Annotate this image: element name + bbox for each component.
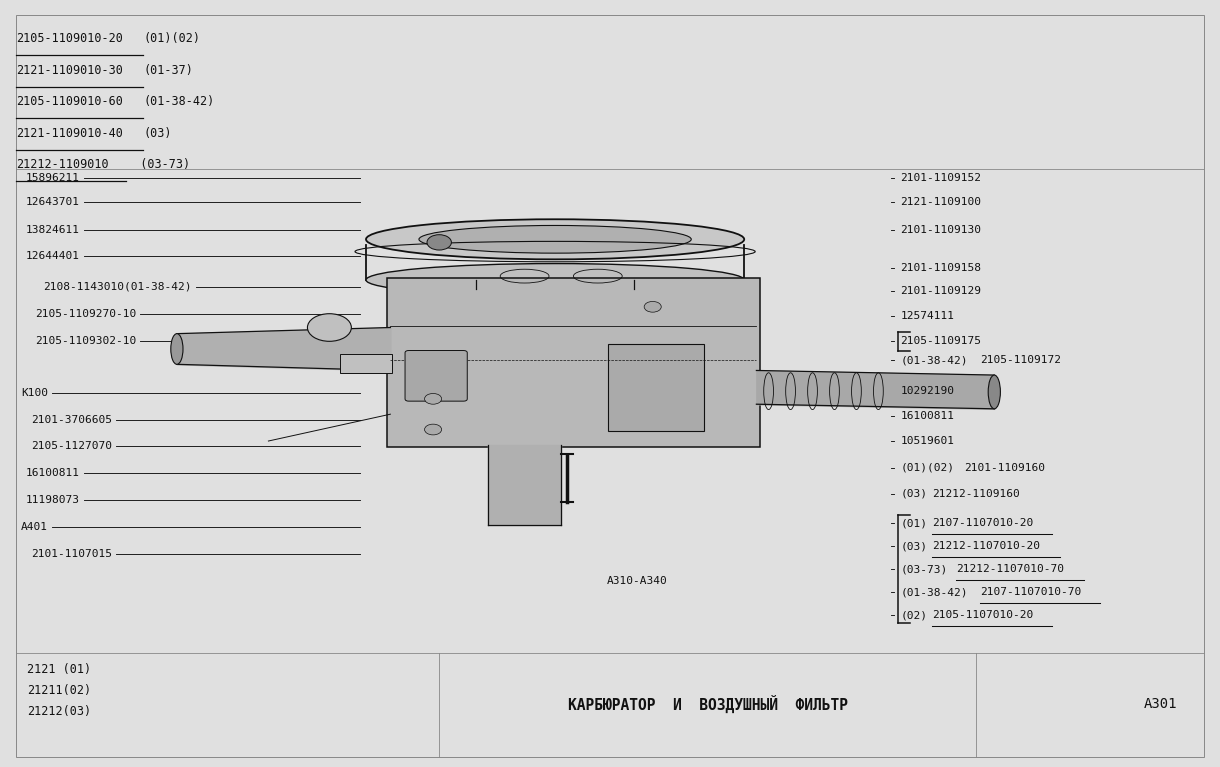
Text: 15896211: 15896211 [26, 173, 79, 183]
Text: (01-37): (01-37) [144, 64, 193, 77]
Text: 2101-1109129: 2101-1109129 [900, 285, 981, 296]
Text: (02): (02) [900, 610, 927, 621]
Text: (03-73): (03-73) [900, 564, 948, 574]
Text: (03): (03) [900, 541, 927, 551]
Text: 2105-1109172: 2105-1109172 [981, 355, 1061, 366]
Text: 10519601: 10519601 [900, 436, 954, 446]
Text: 16100811: 16100811 [900, 410, 954, 421]
Text: 2107-1107010-20: 2107-1107010-20 [932, 518, 1033, 528]
Text: 2105-1107010-20: 2105-1107010-20 [932, 610, 1033, 621]
FancyBboxPatch shape [387, 278, 760, 447]
Text: 2105-1127070: 2105-1127070 [30, 441, 112, 452]
Text: (03): (03) [144, 127, 172, 140]
FancyBboxPatch shape [340, 354, 392, 373]
Text: 2101-1107015: 2101-1107015 [30, 548, 112, 559]
Text: (01-38-42): (01-38-42) [900, 587, 967, 597]
Circle shape [427, 235, 451, 250]
Ellipse shape [366, 219, 744, 259]
Text: 2121 (01): 2121 (01) [27, 663, 92, 676]
Ellipse shape [366, 264, 744, 296]
Text: (01)(02): (01)(02) [900, 463, 954, 473]
Text: (01-38-42): (01-38-42) [144, 95, 215, 108]
FancyBboxPatch shape [608, 344, 704, 431]
Text: 21212(03): 21212(03) [27, 705, 92, 717]
Text: К100: К100 [21, 387, 48, 398]
Text: 2108-1143010(01-38-42): 2108-1143010(01-38-42) [44, 281, 192, 292]
Text: 2105-1109302-10: 2105-1109302-10 [34, 335, 135, 346]
Text: 2107-1107010-70: 2107-1107010-70 [981, 587, 1082, 597]
Text: (01)(02): (01)(02) [144, 32, 200, 45]
Text: А310-А340: А310-А340 [606, 575, 667, 586]
Text: 2105-1109010-20: 2105-1109010-20 [16, 32, 123, 45]
Circle shape [425, 393, 442, 404]
Circle shape [644, 301, 661, 312]
Text: 2121-1109100: 2121-1109100 [900, 197, 981, 208]
Text: 11198073: 11198073 [26, 495, 79, 505]
Text: 2121-1109010-30: 2121-1109010-30 [16, 64, 123, 77]
Text: 2101-1109158: 2101-1109158 [900, 262, 981, 273]
Text: 2105-1109175: 2105-1109175 [900, 335, 981, 346]
Text: 2121-1109010-40: 2121-1109010-40 [16, 127, 123, 140]
Ellipse shape [418, 225, 692, 253]
FancyBboxPatch shape [405, 351, 467, 401]
Text: 2101-1109160: 2101-1109160 [964, 463, 1046, 473]
Text: 12574111: 12574111 [900, 311, 954, 321]
Text: (01-38-42): (01-38-42) [900, 355, 967, 366]
Circle shape [307, 314, 351, 341]
Text: 21212-1107010-70: 21212-1107010-70 [956, 564, 1064, 574]
Text: КАРБЮРАТОР  И  ВОЗДУШНЫЙ  ФИЛЬТР: КАРБЮРАТОР И ВОЗДУШНЫЙ ФИЛЬТР [567, 695, 848, 713]
Text: 2101-1109152: 2101-1109152 [900, 173, 981, 183]
Text: А401: А401 [21, 522, 48, 532]
Text: 12644401: 12644401 [26, 251, 79, 262]
Ellipse shape [171, 334, 183, 364]
Text: (03): (03) [900, 489, 927, 499]
Ellipse shape [988, 375, 1000, 409]
Text: 10292190: 10292190 [900, 386, 954, 397]
Text: (01): (01) [900, 518, 927, 528]
Text: 12643701: 12643701 [26, 197, 79, 208]
Text: 16100811: 16100811 [26, 468, 79, 479]
Text: +: + [630, 421, 651, 446]
Text: 2105-1109010-60: 2105-1109010-60 [16, 95, 123, 108]
Text: 21212-1107010-20: 21212-1107010-20 [932, 541, 1041, 551]
Text: (03-73): (03-73) [127, 158, 190, 171]
Text: 21211(02): 21211(02) [27, 684, 92, 696]
Text: 21212-1109010: 21212-1109010 [16, 158, 109, 171]
Text: 2101-1109130: 2101-1109130 [900, 225, 981, 235]
Circle shape [425, 424, 442, 435]
Text: avtovaz: avtovaz [468, 326, 642, 387]
Text: 13824611: 13824611 [26, 225, 79, 235]
Text: А301: А301 [1144, 697, 1177, 711]
Text: 2105-1109270-10: 2105-1109270-10 [34, 308, 135, 319]
Text: 21212-1109160: 21212-1109160 [932, 489, 1020, 499]
Text: 2101-3706605: 2101-3706605 [30, 414, 112, 425]
